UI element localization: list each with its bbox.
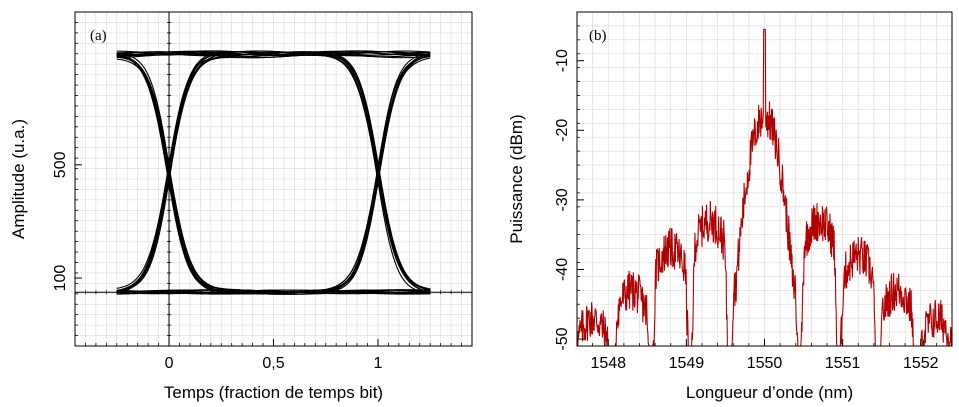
spectrum-traces	[577, 28, 953, 347]
y-tick-label: 500	[52, 151, 69, 178]
y-tick-label: -50	[554, 327, 571, 350]
y-tick-label: 100	[52, 265, 69, 292]
x-tick-label: 0	[165, 355, 174, 372]
eye-y-axis-title: Amplitude (u.a.)	[9, 119, 28, 239]
eye-diagram-panel: 0 0,5 1 100 500 (a) Temps (fraction de temps…	[9, 11, 473, 402]
spectrum-y-axis-title: Puissance (dBm)	[507, 114, 526, 243]
x-tick-label: 1551	[825, 355, 861, 372]
spectrum-x-axis-title: Longueur d’onde (nm)	[686, 383, 853, 402]
y-tick-label: -20	[554, 119, 571, 142]
x-tick-label: 1548	[590, 355, 626, 372]
x-tick-label: 0,5	[262, 355, 284, 372]
x-tick-label: 1549	[669, 355, 705, 372]
spectrum-panel: 1548 1549 1550 1551 1552-10-20-30-40-50 (b) …	[507, 11, 953, 402]
x-tick-label: 1552	[903, 355, 939, 372]
eye-x-axis-title: Temps (fraction de temps bit)	[164, 383, 383, 402]
y-tick-label: -40	[554, 258, 571, 281]
spectrum-axes: 1548 1549 1550 1551 1552 -10 -20 -30 -40 -50	[554, 11, 953, 372]
panel-label-b: (b)	[589, 28, 607, 44]
x-tick-label: 1	[374, 355, 383, 372]
y-tick-label: -10	[554, 49, 571, 72]
x-tick-label: 1550	[747, 355, 783, 372]
eye-diagram-frame	[74, 11, 473, 347]
eye-diagram-axes: 0 0,5 1 100 500	[52, 11, 472, 372]
spectrum-series-line	[577, 28, 953, 347]
spectrum-frame	[576, 11, 953, 347]
y-tick-label: -30	[554, 188, 571, 211]
panel-label-a: (a)	[90, 28, 107, 44]
